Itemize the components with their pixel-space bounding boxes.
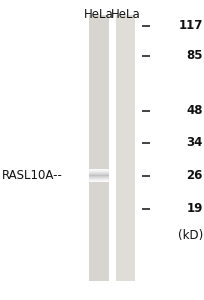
Bar <box>89 175 109 176</box>
Bar <box>89 177 109 178</box>
Text: 19: 19 <box>187 202 203 215</box>
Text: 117: 117 <box>179 19 203 32</box>
Text: 48: 48 <box>186 104 203 118</box>
Text: (kD): (kD) <box>178 229 203 242</box>
Text: HeLa: HeLa <box>111 8 140 20</box>
Bar <box>89 169 109 170</box>
Bar <box>89 176 109 177</box>
Bar <box>89 178 109 179</box>
Bar <box>89 170 109 171</box>
Text: 85: 85 <box>186 49 203 62</box>
Bar <box>116 15 135 280</box>
Text: RASL10A--: RASL10A-- <box>2 169 63 182</box>
Text: 26: 26 <box>187 169 203 182</box>
Bar <box>89 181 109 182</box>
Bar <box>89 179 109 180</box>
Text: 34: 34 <box>187 136 203 149</box>
Bar <box>89 174 109 175</box>
Bar <box>89 172 109 173</box>
Bar <box>89 173 109 174</box>
Text: HeLa: HeLa <box>84 8 114 20</box>
Bar <box>89 180 109 181</box>
Bar <box>89 15 109 280</box>
Bar <box>89 171 109 172</box>
